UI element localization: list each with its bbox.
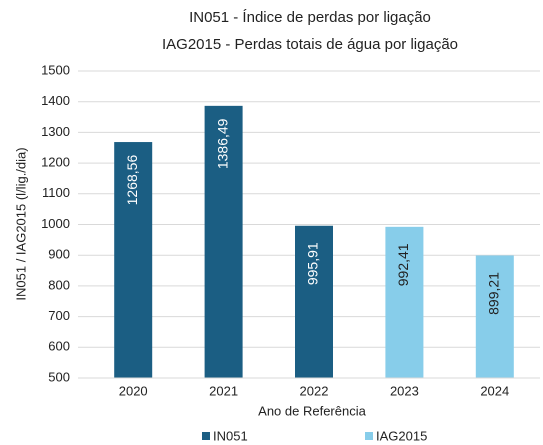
y-tick-label: 1000 — [41, 216, 70, 231]
y-tick-label: 1100 — [42, 185, 70, 200]
y-tick-label: 600 — [48, 339, 70, 354]
value-label: 1268,56 — [124, 155, 140, 206]
value-label: 899,21 — [486, 272, 502, 315]
chart-title: IN051 - Índice de perdas por ligação — [189, 9, 431, 26]
y-tick-label: 1400 — [41, 93, 70, 108]
y-tick-label: 800 — [48, 277, 70, 292]
legend-label: IAG2015 — [376, 428, 427, 443]
y-tick-label: 900 — [48, 247, 70, 262]
value-label: 992,41 — [395, 243, 411, 286]
legend-label: IN051 — [213, 428, 248, 443]
bar — [204, 105, 243, 379]
bar — [385, 226, 424, 378]
x-tick-label: 2023 — [390, 383, 419, 398]
value-label: 1386,49 — [214, 118, 230, 169]
y-tick-label: 1200 — [41, 155, 70, 170]
x-tick-label: 2024 — [480, 383, 509, 398]
y-tick-label: 700 — [48, 308, 70, 323]
y-axis-label: IN051 / IAG2015 (l/lig./dia) — [13, 147, 28, 300]
bar — [475, 255, 514, 378]
legend-swatch — [365, 432, 373, 440]
bar — [295, 225, 333, 378]
x-tick-label: 2021 — [209, 383, 238, 398]
y-tick-label: 1300 — [41, 124, 70, 139]
y-tick-label: 1500 — [41, 62, 70, 77]
x-tick-label: 2020 — [119, 383, 148, 398]
bar — [114, 142, 153, 378]
y-tick-label: 500 — [48, 369, 70, 384]
x-tick-label: 2022 — [300, 383, 329, 398]
chart-subtitle: IAG2015 - Perdas totais de água por liga… — [162, 36, 458, 53]
legend-swatch — [202, 432, 210, 440]
value-label: 995,91 — [305, 242, 321, 285]
x-axis-label: Ano de Referência — [258, 403, 366, 418]
